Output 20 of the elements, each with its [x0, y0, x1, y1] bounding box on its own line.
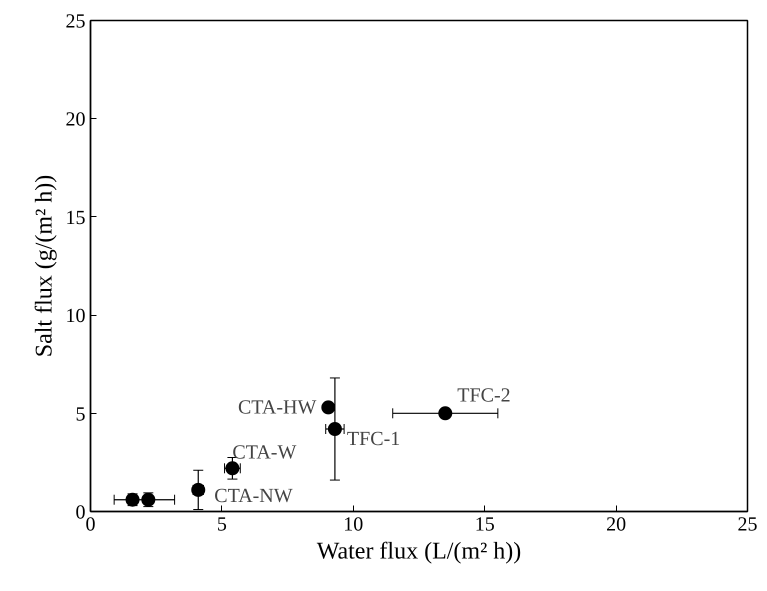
- y-tick-label: 5: [76, 403, 86, 426]
- x-tick-label: 25: [738, 514, 758, 536]
- x-tick-label: 5: [216, 514, 227, 536]
- y-axis-title: Salt flux (g/(m² h)): [32, 174, 58, 358]
- point: [328, 422, 342, 436]
- point: [438, 406, 452, 420]
- y-tick-label: 25: [66, 10, 86, 32]
- annotation: CTA-NW: [214, 484, 293, 507]
- y-tick-label: 20: [66, 108, 86, 131]
- x-tick-label: 15: [474, 514, 495, 536]
- y-tick-label: 15: [66, 206, 86, 229]
- x-axis-title: Water flux (L/(m² h)): [316, 538, 522, 564]
- annotation: TFC-1: [346, 428, 400, 450]
- annotation: CTA-W: [232, 441, 296, 464]
- y-tick-label: 10: [66, 305, 86, 328]
- x-tick-label: 20: [606, 514, 626, 536]
- point: [321, 400, 336, 414]
- x-tick-label: 10: [343, 514, 364, 536]
- annotation: TFC-2: [457, 384, 511, 406]
- annotation: CTA-HW: [238, 396, 316, 418]
